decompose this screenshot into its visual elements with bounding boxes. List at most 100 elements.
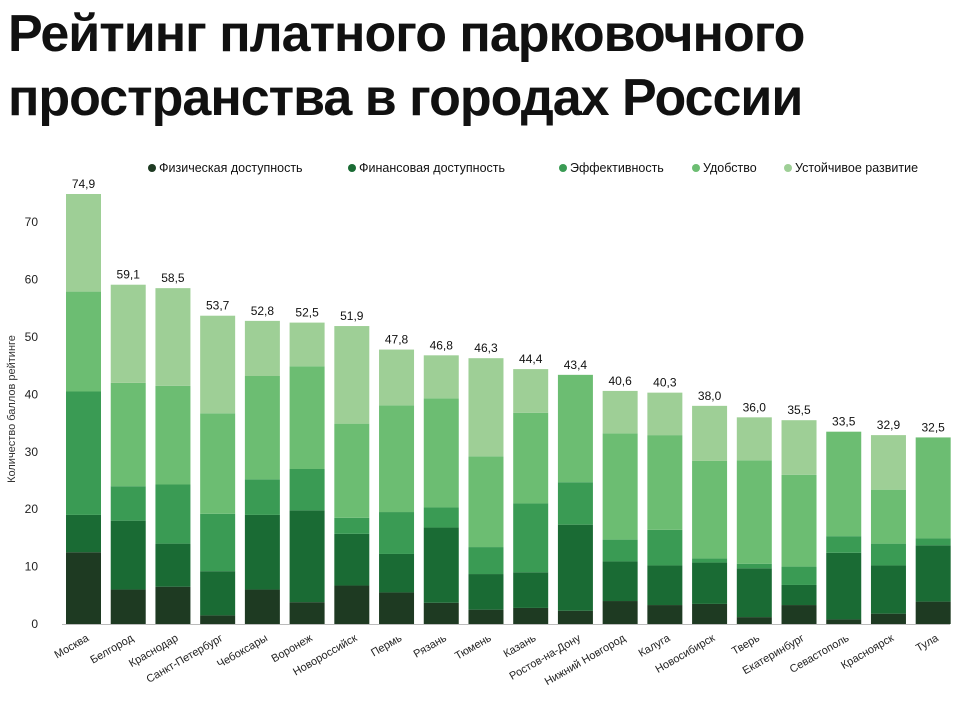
- bar-segment: [557, 524, 593, 611]
- x-tick-label: Пермь: [369, 632, 404, 659]
- bar-segment: [513, 503, 549, 573]
- bar-total-label: 38,0: [698, 389, 722, 403]
- bar-segment: [736, 417, 772, 461]
- bar-segment: [423, 602, 459, 624]
- bar-segment: [468, 574, 504, 610]
- bar-segment: [647, 605, 683, 624]
- bar-segment: [915, 437, 951, 539]
- bar-segment: [379, 405, 415, 513]
- bar-segment: [423, 355, 459, 399]
- bar-segment: [602, 601, 638, 624]
- x-tick-label: Тула: [914, 632, 941, 655]
- bar-segment: [379, 553, 415, 593]
- y-tick-label: 20: [25, 502, 39, 516]
- bar-total-label: 51,9: [340, 309, 364, 323]
- bar-segment: [826, 536, 862, 553]
- bar-segment: [66, 552, 101, 624]
- bar-total-label: 74,9: [72, 177, 96, 191]
- bar-segment: [513, 412, 549, 504]
- bar-segment: [736, 460, 772, 564]
- bar-segment: [66, 291, 101, 392]
- bar-segment: [736, 617, 772, 624]
- bar-segment: [289, 366, 325, 469]
- bar-segment: [781, 605, 817, 624]
- bar-segment: [736, 563, 772, 569]
- bar-segment: [557, 610, 593, 624]
- bar-segment: [692, 603, 728, 624]
- title-line-2: пространства в городах России: [8, 69, 803, 127]
- bar-segment: [647, 529, 683, 566]
- x-tick-label: Калуга: [637, 632, 673, 660]
- bar-segment: [66, 514, 101, 553]
- bar-total-label: 46,8: [430, 338, 454, 352]
- bar-total-label: 40,6: [608, 374, 632, 388]
- bar-segment: [513, 572, 549, 608]
- bar-segment: [155, 543, 191, 587]
- bar-segment: [334, 517, 370, 534]
- bar-segment: [468, 358, 504, 457]
- bar-segment: [602, 561, 638, 602]
- bar-segment: [870, 489, 906, 544]
- bar-segment: [200, 413, 236, 514]
- bar-segment: [244, 479, 280, 515]
- y-tick-label: 10: [25, 560, 39, 574]
- bar-total-label: 43,4: [564, 358, 588, 372]
- bar-segment: [870, 565, 906, 614]
- bar-total-label: 59,1: [117, 268, 141, 282]
- bar-segment: [692, 558, 728, 563]
- bar-segment: [110, 520, 146, 590]
- legend-entry: Эффективность: [570, 161, 664, 175]
- bar-segment: [468, 609, 504, 624]
- bar-segment: [334, 533, 370, 586]
- legend-marker: [692, 164, 700, 172]
- x-tick-label: Тюмень: [453, 632, 494, 662]
- bar-total-label: 35,5: [787, 403, 811, 417]
- bar-segment: [781, 420, 817, 475]
- y-tick-label: 60: [25, 273, 39, 287]
- x-tick-label: Чебоксары: [215, 632, 270, 671]
- bar-segment: [647, 392, 683, 436]
- bar-segment: [289, 602, 325, 624]
- bar-segment: [781, 474, 817, 567]
- legend-entry: Устойчивое развитие: [795, 161, 918, 175]
- bar-segment: [110, 589, 146, 624]
- bar-segment: [379, 592, 415, 624]
- y-tick-label: 50: [25, 330, 39, 344]
- bar-total-label: 52,8: [251, 304, 275, 318]
- bar-segment: [602, 433, 638, 540]
- bar-segment: [647, 435, 683, 530]
- page-title: Рейтинг платного парковочного пространст…: [8, 2, 958, 130]
- bar-total-label: 53,7: [206, 299, 230, 313]
- bar-segment: [334, 326, 370, 424]
- bar-segment: [244, 514, 280, 590]
- x-tick-label: Москва: [52, 632, 91, 662]
- bar-segment: [647, 565, 683, 606]
- bar-segment: [289, 510, 325, 603]
- bar-total-label: 46,3: [474, 341, 498, 355]
- y-tick-label: 40: [25, 387, 39, 401]
- bar-segment: [379, 512, 415, 554]
- legend-entry: Финансовая доступность: [359, 161, 505, 175]
- bar-segment: [736, 568, 772, 618]
- bar-segment: [870, 435, 906, 490]
- bar-segment: [692, 460, 728, 559]
- y-tick-label: 0: [31, 617, 38, 631]
- y-tick-label: 70: [25, 215, 39, 229]
- legend-entry: Удобство: [703, 161, 757, 175]
- bar-segment: [379, 349, 415, 406]
- bar-segment: [289, 322, 325, 367]
- bar-segment: [692, 405, 728, 461]
- bar-segment: [557, 482, 593, 525]
- bar-segment: [334, 423, 370, 518]
- bar-segment: [915, 601, 951, 624]
- bar-segment: [110, 382, 146, 487]
- bar-segment: [781, 566, 817, 585]
- bar-segment: [826, 619, 862, 624]
- bar-segment: [155, 385, 191, 485]
- bar-segment: [244, 320, 280, 376]
- y-axis-label: Количество баллов рейтинге: [6, 335, 18, 483]
- bar-segment: [200, 513, 236, 572]
- bar-total-label: 40,3: [653, 376, 677, 390]
- bar-total-label: 32,9: [877, 418, 901, 432]
